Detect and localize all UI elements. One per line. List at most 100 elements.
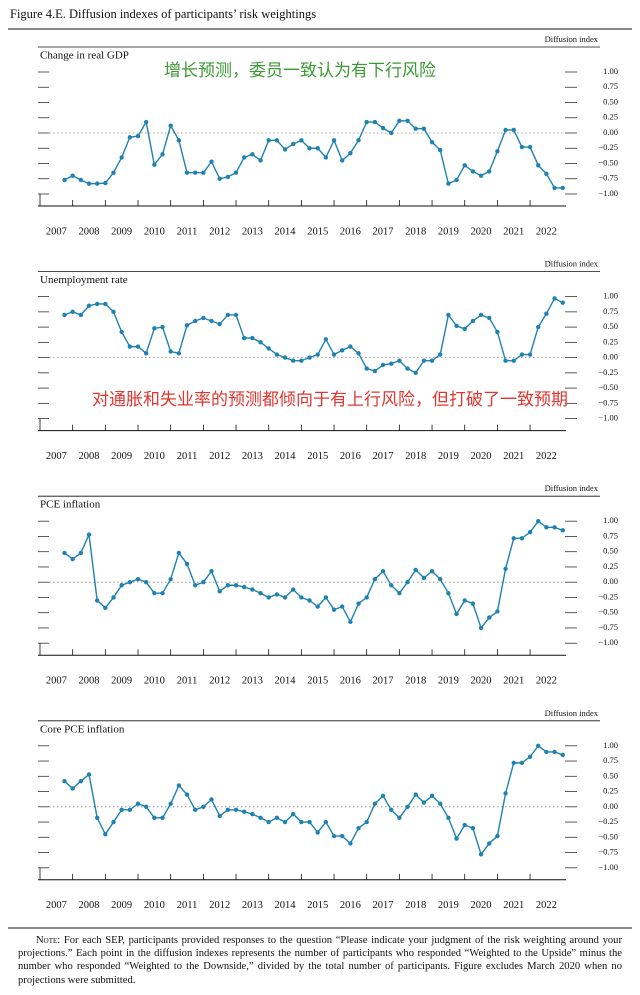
data-point bbox=[250, 335, 255, 341]
data-point bbox=[119, 807, 124, 813]
data-point bbox=[127, 135, 133, 140]
x-tick-label: 2012 bbox=[209, 676, 230, 687]
data-point bbox=[86, 532, 92, 537]
data-point bbox=[233, 807, 239, 813]
x-tick-label: 2012 bbox=[209, 900, 230, 911]
data-point bbox=[527, 352, 533, 357]
data-point bbox=[233, 583, 239, 588]
panel-title: Change in real GDP bbox=[40, 50, 129, 62]
data-point bbox=[560, 185, 565, 191]
y-tick-label: 0.50 bbox=[603, 770, 618, 780]
data-point bbox=[160, 152, 165, 157]
data-point bbox=[290, 358, 296, 363]
data-point bbox=[421, 575, 427, 581]
data-point bbox=[78, 778, 84, 784]
data-point bbox=[511, 127, 516, 133]
y-tick-label: −0.75 bbox=[598, 173, 618, 183]
data-point bbox=[356, 825, 361, 831]
data-point bbox=[217, 321, 222, 327]
series-line bbox=[64, 744, 563, 856]
note: Note: For each SEP, participants provide… bbox=[18, 934, 622, 987]
data-point bbox=[470, 825, 476, 831]
data-point bbox=[495, 833, 500, 839]
data-point bbox=[364, 595, 369, 600]
data-point bbox=[307, 819, 312, 825]
x-tick-label: 2019 bbox=[438, 676, 459, 687]
data-point bbox=[487, 315, 492, 321]
data-point bbox=[519, 144, 525, 150]
data-point bbox=[143, 351, 149, 356]
data-point bbox=[429, 139, 435, 145]
data-point bbox=[544, 525, 549, 530]
data-point bbox=[103, 301, 108, 307]
x-tick-label: 2016 bbox=[340, 676, 361, 687]
data-point bbox=[217, 589, 222, 594]
data-point bbox=[86, 181, 92, 186]
data-point bbox=[201, 580, 206, 585]
data-point bbox=[266, 138, 271, 143]
data-point bbox=[552, 525, 557, 530]
y-tick-label: 0.25 bbox=[603, 786, 618, 796]
data-point bbox=[495, 329, 500, 335]
data-point bbox=[70, 786, 75, 791]
data-point bbox=[86, 772, 92, 777]
y-tick-label: −0.25 bbox=[598, 142, 618, 152]
x-tick-label: 2007 bbox=[46, 676, 67, 687]
x-tick-label: 2013 bbox=[242, 226, 263, 237]
data-point bbox=[438, 801, 443, 806]
data-point bbox=[552, 296, 557, 301]
panel-title: Core PCE inflation bbox=[40, 723, 125, 735]
data-point bbox=[348, 344, 353, 349]
data-point bbox=[446, 815, 451, 820]
data-point bbox=[372, 801, 378, 806]
data-point bbox=[429, 793, 435, 799]
data-point bbox=[348, 841, 353, 846]
data-point bbox=[209, 159, 214, 164]
data-point bbox=[217, 813, 222, 819]
data-point bbox=[143, 580, 149, 585]
y-tick-label: −0.50 bbox=[598, 831, 618, 841]
data-point bbox=[62, 778, 67, 784]
data-point bbox=[438, 147, 443, 153]
data-point bbox=[503, 791, 508, 796]
data-point bbox=[70, 556, 75, 562]
data-point bbox=[323, 819, 329, 825]
data-point bbox=[536, 163, 541, 168]
data-point bbox=[258, 815, 263, 820]
x-tick-label: 2011 bbox=[177, 451, 198, 462]
data-point bbox=[282, 595, 288, 600]
data-point bbox=[192, 807, 198, 813]
data-point bbox=[94, 598, 100, 603]
data-point bbox=[536, 324, 541, 330]
data-point bbox=[241, 809, 247, 814]
data-point bbox=[560, 528, 565, 533]
data-point bbox=[511, 760, 516, 766]
x-tick-label: 2015 bbox=[307, 451, 328, 462]
data-point bbox=[94, 815, 100, 820]
data-point bbox=[119, 583, 124, 588]
x-tick-label: 2021 bbox=[503, 676, 524, 687]
data-point bbox=[103, 832, 108, 837]
y-axis-label: Diffusion index bbox=[545, 483, 599, 493]
data-point bbox=[487, 615, 492, 620]
data-point bbox=[282, 355, 288, 360]
data-point bbox=[560, 752, 565, 758]
data-point bbox=[364, 119, 369, 125]
data-point bbox=[421, 126, 427, 131]
data-point bbox=[429, 358, 435, 363]
data-point bbox=[143, 804, 149, 809]
data-point bbox=[331, 138, 337, 143]
data-point bbox=[225, 312, 231, 318]
x-tick-label: 2013 bbox=[242, 900, 263, 911]
data-point bbox=[446, 312, 451, 318]
y-tick-label: −1.00 bbox=[598, 188, 618, 198]
x-tick-label: 2009 bbox=[111, 676, 132, 687]
data-point bbox=[62, 312, 67, 318]
data-point bbox=[405, 804, 410, 809]
data-point bbox=[274, 815, 280, 820]
x-tick-label: 2020 bbox=[471, 676, 492, 687]
x-tick-label: 2019 bbox=[438, 900, 459, 911]
x-tick-label: 2010 bbox=[144, 226, 165, 237]
x-tick-label: 2014 bbox=[275, 226, 297, 237]
x-tick-label: 2018 bbox=[405, 900, 426, 911]
